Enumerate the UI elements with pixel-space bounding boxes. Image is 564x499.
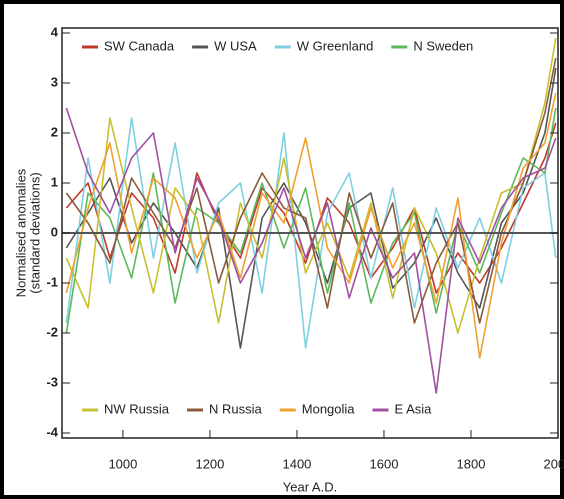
series-line bbox=[65, 107, 557, 394]
x-tick-label: 1600 bbox=[370, 456, 399, 471]
y-tick-label: 3 bbox=[51, 74, 58, 89]
x-tick-label: 1400 bbox=[282, 456, 311, 471]
series-line bbox=[65, 117, 557, 349]
legend-label: W Greenland bbox=[297, 38, 374, 53]
legend-label: N Russia bbox=[209, 401, 263, 416]
y-tick-label: 2 bbox=[51, 124, 58, 139]
plot-area bbox=[62, 37, 558, 394]
legend-label: E Asia bbox=[395, 401, 433, 416]
x-tick-label: 1200 bbox=[195, 456, 224, 471]
series-line bbox=[65, 67, 557, 349]
legend-label: Mongolia bbox=[302, 401, 356, 416]
x-tick-label: 2000 bbox=[544, 456, 564, 471]
y-tick-label: -2 bbox=[46, 324, 58, 339]
y-axis-label: Normalised anomalies bbox=[13, 168, 28, 297]
x-tick-label: 1800 bbox=[457, 456, 486, 471]
legend-label: NW Russia bbox=[104, 401, 170, 416]
y-tick-label: 0 bbox=[51, 224, 58, 239]
legend-label: N Sweden bbox=[413, 38, 473, 53]
series-line bbox=[65, 57, 557, 324]
y-tick-label: -1 bbox=[46, 274, 58, 289]
legend-label: SW Canada bbox=[104, 38, 175, 53]
y-tick-label: 1 bbox=[51, 174, 58, 189]
series-line bbox=[65, 92, 557, 359]
y-tick-label: -3 bbox=[46, 374, 58, 389]
y-axis-label: (standard deviations) bbox=[27, 172, 42, 293]
x-tick-label: 1000 bbox=[108, 456, 137, 471]
y-tick-label: 4 bbox=[51, 24, 59, 39]
legend-label: W USA bbox=[214, 38, 257, 53]
series-line bbox=[65, 37, 557, 334]
x-axis-label: Year A.D. bbox=[283, 479, 337, 494]
y-tick-label: -4 bbox=[46, 424, 58, 439]
